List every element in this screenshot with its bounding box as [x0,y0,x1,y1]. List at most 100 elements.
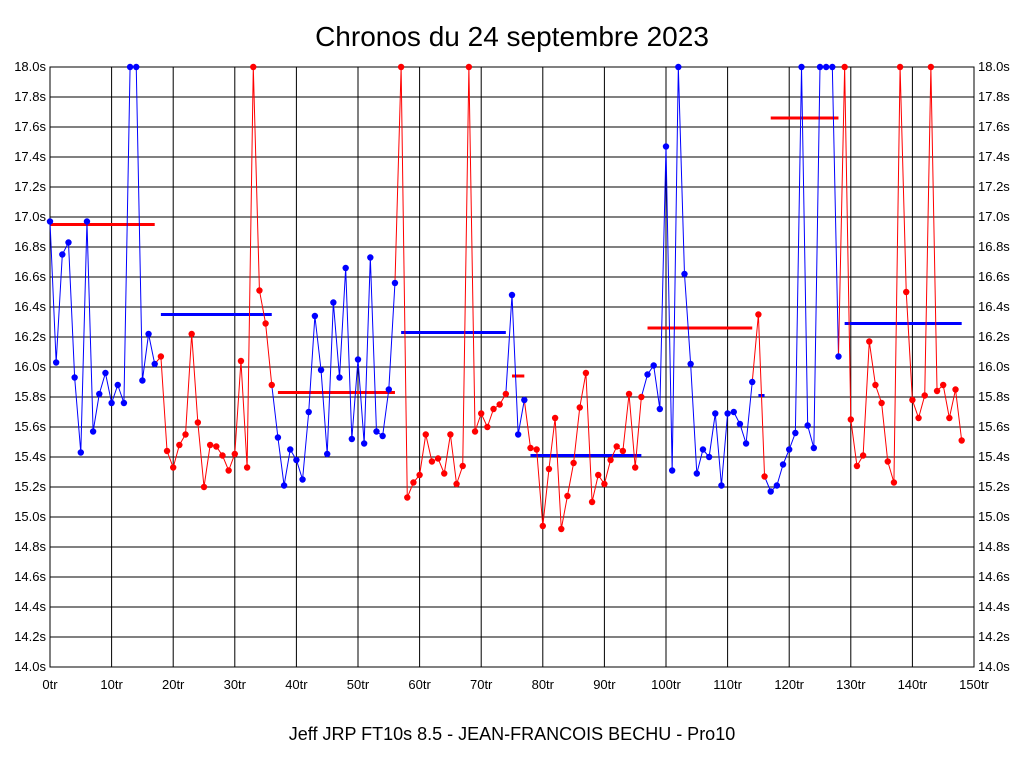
data-point [570,459,577,467]
data-point [71,374,78,381]
data-point [724,410,731,417]
data-point [822,63,830,71]
data-point [705,453,713,461]
data-point [434,455,442,462]
data-point [447,431,454,438]
data-point [428,458,436,465]
data-point [940,381,947,389]
data-point [779,461,787,468]
data-point [915,414,922,422]
y-tick-label: 16.0s [14,359,46,374]
data-point [206,441,214,449]
y-tick-label: 16.8s [14,239,46,254]
y-tick-label-right: 15.0s [978,509,1010,524]
data-point [761,473,768,480]
data-point [638,393,645,401]
y-tick-label: 17.8s [14,89,46,104]
data-point [52,359,60,366]
data-point [601,480,608,488]
data-point [145,330,152,338]
data-point [120,399,128,407]
data-point [810,444,818,452]
data-point [176,441,183,449]
data-point [798,63,805,71]
data-point [102,369,109,377]
data-point [675,63,682,71]
x-tick-label: 150tr [959,677,989,692]
data-point [786,446,793,453]
data-point [662,143,670,150]
data-point [293,456,300,464]
y-tick-label: 17.6s [14,119,46,134]
y-tick-label: 14.4s [14,599,46,614]
data-point [656,405,664,413]
y-tick-label-right: 18.0s [978,59,1010,74]
data-point [348,435,356,443]
data-point [712,410,719,417]
data-point [471,428,479,435]
data-point [410,479,417,486]
data-point [619,447,627,455]
y-tick-label-right: 16.6s [978,269,1010,284]
data-point [397,63,405,71]
data-point [422,431,429,438]
data-point [416,471,423,479]
x-tick-label: 30tr [224,677,247,692]
data-point [96,390,103,398]
x-tick-label: 40tr [285,677,308,692]
data-point [853,462,861,470]
data-point [367,254,374,261]
x-tick-label: 0tr [42,677,58,692]
y-tick-label-right: 14.2s [978,629,1010,644]
data-point [163,447,171,455]
data-point [921,392,928,399]
data-point [755,311,762,318]
data-point [632,464,639,471]
data-point [89,428,97,435]
data-point [841,63,848,71]
data-point [496,401,503,408]
data-point [213,443,220,450]
data-point [952,386,959,393]
x-tick-label: 100tr [651,677,681,692]
data-point [521,396,528,404]
data-point [896,63,904,71]
x-tick-label: 60tr [408,677,431,692]
data-point [773,482,781,489]
data-point [46,218,54,225]
data-point [342,264,349,272]
data-point [699,446,707,453]
data-point [83,218,91,225]
x-tick-label: 120tr [774,677,804,692]
data-point [225,467,232,474]
data-point [681,270,688,278]
data-point [139,377,146,384]
data-point [625,390,633,398]
data-point [872,381,879,389]
y-tick-label-right: 16.2s [978,329,1010,344]
data-point [324,450,331,458]
data-point [835,353,842,360]
chart-subtitle: Jeff JRP FT10s 8.5 - JEAN-FRANCOIS BECHU… [289,724,735,744]
data-point [391,279,399,287]
data-point [718,482,725,489]
data-point [287,446,294,453]
x-tick-label: 20tr [162,677,185,692]
y-tick-label: 16.2s [14,329,46,344]
x-tick-label: 110tr [713,677,742,692]
data-point [200,483,208,491]
points-layer [46,63,965,533]
data-point [484,423,491,431]
data-point [459,462,466,470]
y-tick-label-right: 15.2s [978,479,1010,494]
data-point [736,420,744,428]
y-tick-label: 16.4s [14,299,46,314]
data-point [613,443,620,450]
data-point [927,63,935,71]
data-point [453,480,460,488]
data-point [502,390,510,398]
data-point [730,408,737,416]
data-point [385,386,392,393]
y-tick-label: 15.6s [14,419,46,434]
